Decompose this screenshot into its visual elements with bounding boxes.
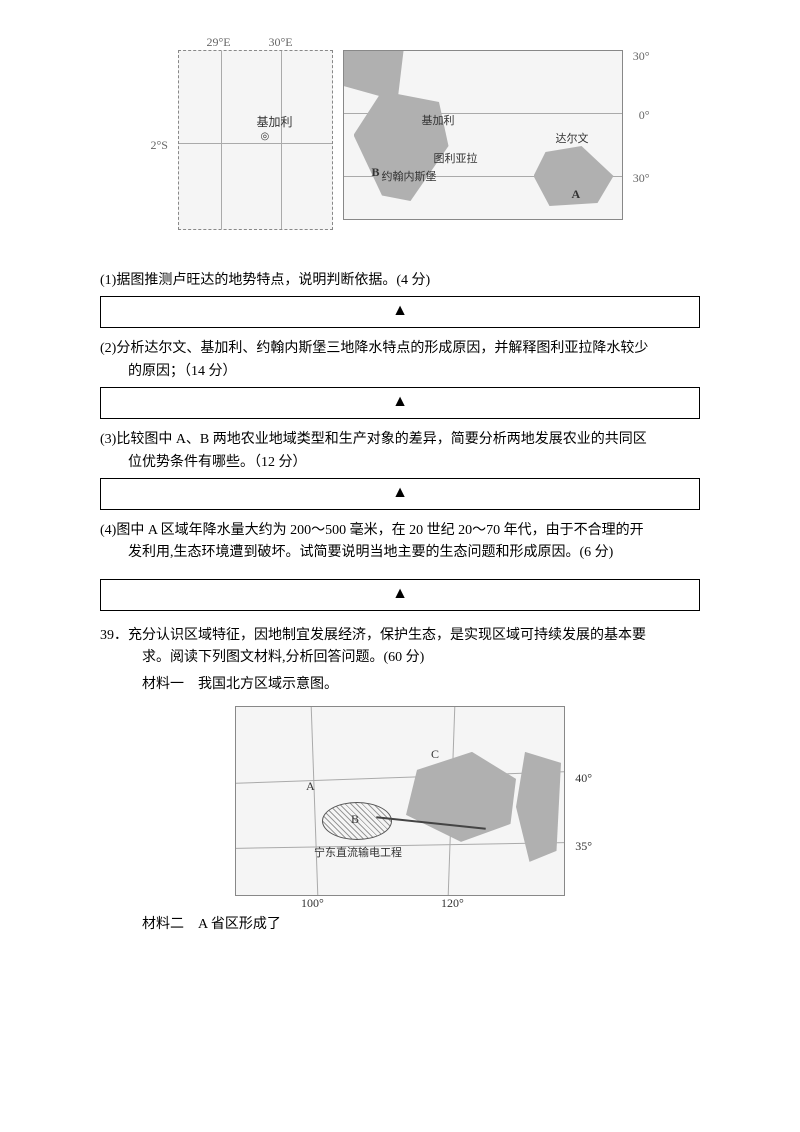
q39-line1: 39．充分认识区域特征，因地制宜发展经济，保护生态，是实现区域可持续发展的基本要 — [100, 625, 700, 647]
map1-city-kigali: 基加利 — [422, 113, 455, 131]
answer-box-2: ▲ — [100, 387, 700, 419]
map1-lat30s: 30° — [633, 169, 650, 188]
map2-container: A B C 宁东直流输电工程 100° 120° 35° 40° — [100, 706, 700, 896]
question-39: 39．充分认识区域特征，因地制宜发展经济，保护生态，是实现区域可持续发展的基本要… — [100, 625, 700, 696]
q2-l1: (2)分析达尔文、基加利、约翰内斯堡三地降水特点的形成原因，并解释图利亚拉降水较… — [100, 338, 700, 360]
map2-labelB: B — [351, 810, 359, 829]
question-4: (4)图中 A 区域年降水量大约为 200～500 毫米，在 20 世纪 20～… — [100, 520, 700, 565]
q4-l1: (4)图中 A 区域年降水量大约为 200～500 毫米，在 20 世纪 20～… — [100, 520, 700, 542]
map2-lon120: 120° — [441, 894, 464, 913]
q2-l2: 的原因；（14 分） — [100, 361, 700, 383]
map1-lat: 2°S — [151, 136, 168, 155]
map1-lon2: 30°E — [269, 33, 293, 52]
map1-labelB: B — [372, 163, 380, 182]
map1-right: 30° 0° 30° 基加利 图利亚拉 达尔文 约翰内斯堡 A B — [343, 50, 623, 220]
answer-box-3: ▲ — [100, 478, 700, 510]
q39-l2: 求。阅读下列图文材料,分析回答问题。(60 分) — [100, 647, 700, 669]
question-1: (1)据图推测卢旺达的地势特点，说明判断依据。(4 分) — [100, 270, 700, 292]
map2-labelC: C — [431, 745, 439, 764]
map2-lon100: 100° — [301, 894, 324, 913]
triangle-4: ▲ — [392, 581, 408, 607]
map1-container: 29°E 30°E 2°S 基加利 ◎ 30° 0° 30° 基加利 图利亚拉 … — [100, 50, 700, 230]
map1-lat30n: 30° — [633, 47, 650, 66]
map2-lat35: 35° — [575, 837, 592, 856]
q39-material1: 材料一 我国北方区域示意图。 — [100, 674, 700, 696]
map2-box: A B C 宁东直流输电工程 100° 120° 35° 40° — [235, 706, 565, 896]
map1-left: 29°E 30°E 2°S 基加利 ◎ — [178, 50, 333, 230]
map2-project: 宁东直流输电工程 — [314, 845, 402, 863]
map1-city-johburg: 约翰内斯堡 — [382, 169, 437, 187]
q4-l2: 发利用,生态环境遭到破坏。试简要说明当地主要的生态问题和形成原因。(6 分) — [100, 542, 700, 564]
map2-labelA: A — [306, 777, 315, 796]
q39-l1: 充分认识区域特征，因地制宜发展经济，保护生态，是实现区域可持续发展的基本要 — [128, 628, 646, 643]
question-3: (3)比较图中 A、B 两地农业地域类型和生产对象的差异，简要分析两地发展农业的… — [100, 429, 700, 474]
map1-kigali-dot: ◎ — [261, 129, 270, 145]
answer-box-1: ▲ — [100, 296, 700, 328]
q39-num: 39． — [100, 628, 128, 643]
triangle-3: ▲ — [392, 480, 408, 506]
answer-box-4: ▲ — [100, 579, 700, 611]
triangle-1: ▲ — [392, 298, 408, 324]
q39-material2: 材料二 A 省区形成了 — [100, 914, 700, 936]
q3-l2: 位优势条件有哪些。（12 分） — [100, 452, 700, 474]
q3-l1: (3)比较图中 A、B 两地农业地域类型和生产对象的差异，简要分析两地发展农业的… — [100, 429, 700, 451]
map2-lat40: 40° — [575, 769, 592, 788]
map1-lat0: 0° — [639, 106, 650, 125]
triangle-2: ▲ — [392, 389, 408, 415]
map1-lon1: 29°E — [207, 33, 231, 52]
question-2: (2)分析达尔文、基加利、约翰内斯堡三地降水特点的形成原因，并解释图利亚拉降水较… — [100, 338, 700, 383]
map1-city-darwin: 达尔文 — [556, 131, 589, 149]
map1-city-tuliara: 图利亚拉 — [434, 151, 478, 169]
map1-labelA: A — [572, 185, 581, 204]
q1-text: (1)据图推测卢旺达的地势特点，说明判断依据。(4 分) — [100, 273, 430, 288]
